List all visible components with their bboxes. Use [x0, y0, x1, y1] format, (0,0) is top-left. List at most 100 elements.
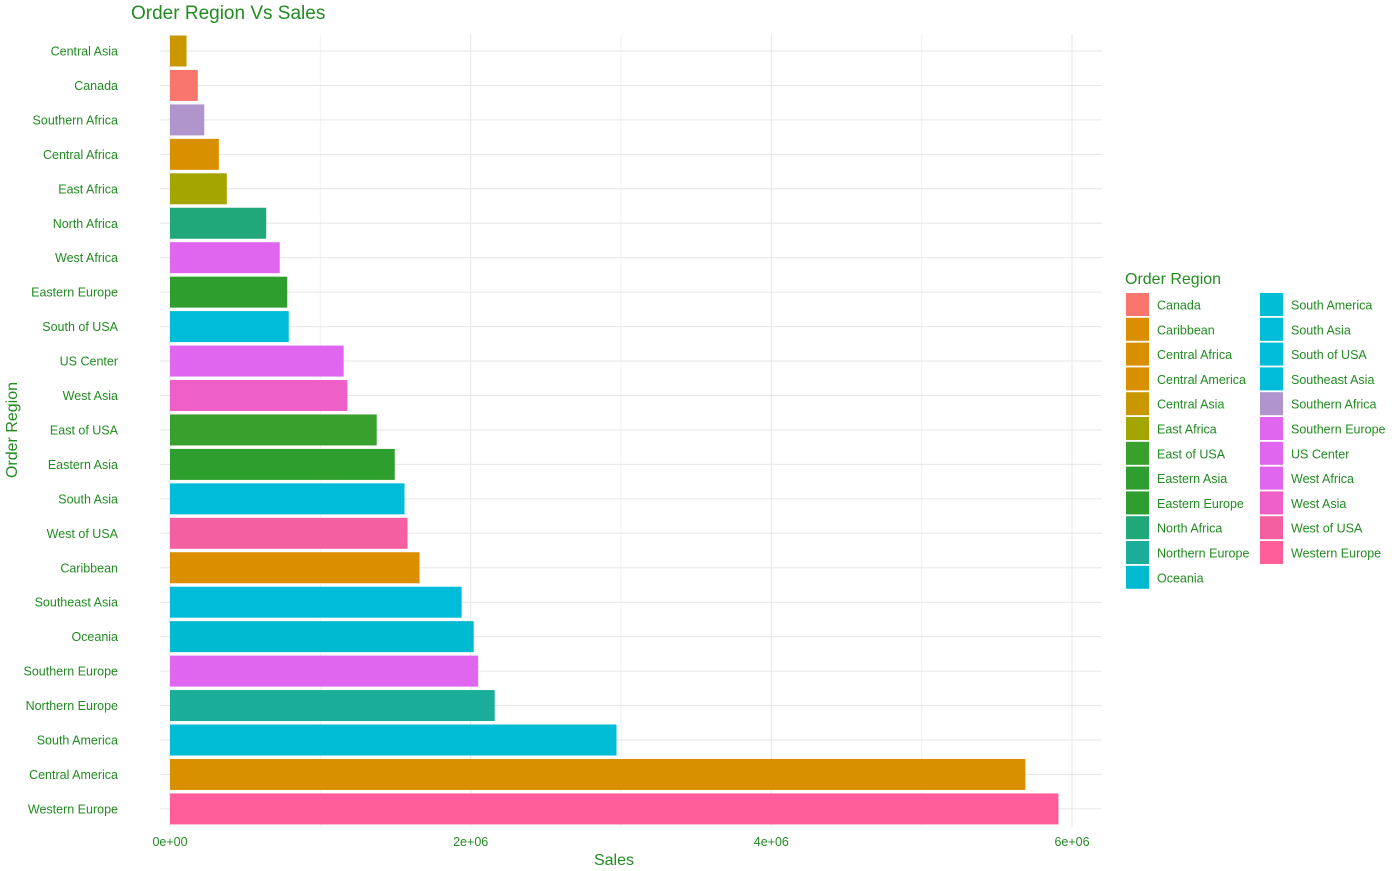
legend-label: Western Europe [1291, 547, 1381, 561]
y-tick-label: Central America [29, 768, 118, 782]
legend-swatch [1260, 342, 1283, 366]
legend-swatch [1126, 417, 1149, 440]
y-tick-label: Southern Europe [23, 665, 118, 679]
x-tick-labels: 0e+00 2e+06 4e+06 6e+06 [152, 835, 1089, 849]
legend-label: West Asia [1291, 497, 1346, 511]
legend-label: North Africa [1157, 522, 1222, 536]
legend-swatch [1126, 466, 1149, 490]
legend-label: Northern Europe [1157, 547, 1249, 561]
bar [170, 207, 267, 239]
legend-swatch [1260, 466, 1283, 490]
legend-label: Central America [1157, 373, 1246, 387]
legend-label: Eastern Asia [1157, 472, 1227, 486]
y-tick-label: Eastern Asia [48, 458, 118, 472]
legend-swatch [1126, 317, 1149, 341]
legend-swatch [1126, 342, 1149, 366]
bars [170, 35, 1059, 825]
bar [170, 690, 495, 722]
y-tick-label: East of USA [50, 423, 119, 437]
legend-swatch [1260, 417, 1283, 440]
legend-label: West of USA [1291, 522, 1363, 536]
legend-swatch [1260, 293, 1283, 316]
y-tick-label: Western Europe [28, 802, 118, 816]
bar [170, 448, 395, 480]
y-tick-label: US Center [60, 355, 118, 369]
legend-swatch [1126, 441, 1149, 465]
bar [170, 793, 1059, 825]
legend-swatch [1260, 367, 1283, 391]
y-tick-label: South of USA [42, 320, 118, 334]
x-axis-label: Sales [594, 852, 634, 869]
y-tick-label: Southern Africa [33, 113, 119, 127]
legend-label: South Asia [1291, 323, 1351, 337]
legend-swatch [1260, 392, 1283, 416]
legend-swatch [1260, 516, 1283, 540]
bar [170, 35, 187, 67]
y-tick-label: Eastern Europe [31, 286, 118, 300]
legend-swatch [1260, 317, 1283, 341]
legend-title: Order Region [1125, 271, 1221, 288]
bar [170, 414, 377, 446]
legend-label: Central Asia [1157, 398, 1224, 412]
legend-label: Canada [1157, 299, 1201, 313]
x-tick-label: 2e+06 [453, 835, 488, 849]
y-tick-label: Central Africa [43, 148, 118, 162]
y-tick-label: Southeast Asia [35, 596, 118, 610]
legend-label: Caribbean [1157, 323, 1215, 337]
legend-label: Central Africa [1157, 348, 1232, 362]
legend-label: US Center [1291, 447, 1349, 461]
bar [170, 69, 198, 101]
legend-swatch [1126, 516, 1149, 540]
y-tick-label: South America [37, 734, 118, 748]
bar [170, 104, 205, 136]
bar [170, 621, 474, 653]
x-tick-label: 0e+00 [152, 835, 187, 849]
y-tick-label: Caribbean [60, 561, 118, 575]
bar [170, 724, 617, 756]
legend-label: South America [1291, 299, 1372, 313]
bar [170, 517, 408, 549]
legend-label: East of USA [1157, 447, 1226, 461]
legend-label: West Africa [1291, 472, 1354, 486]
legend-label: Southeast Asia [1291, 373, 1374, 387]
y-tick-label: West Africa [55, 251, 118, 265]
bar [170, 311, 289, 343]
bar [170, 483, 405, 515]
bar [170, 345, 344, 377]
y-tick-label: West of USA [47, 527, 119, 541]
legend-swatch [1126, 367, 1149, 391]
bar [170, 758, 1026, 790]
bar [170, 380, 348, 411]
y-tick-label: Central Asia [51, 45, 118, 59]
chart-title: Order Region Vs Sales [131, 3, 325, 24]
y-tick-label: Canada [74, 79, 118, 93]
legend-label: East Africa [1157, 423, 1217, 437]
y-tick-label: West Asia [63, 389, 118, 403]
bar [170, 242, 280, 274]
legend-label: South of USA [1291, 348, 1367, 362]
y-tick-label: North Africa [53, 217, 118, 231]
bar [170, 173, 227, 205]
bar [170, 276, 288, 308]
legend-swatch [1126, 293, 1149, 316]
x-tick-label: 6e+06 [1054, 835, 1089, 849]
legend-swatch [1126, 565, 1149, 589]
legend: Order Region Canada Caribbean Central Afri… [1125, 271, 1386, 589]
legend-label: Southern Africa [1291, 398, 1377, 412]
bar [170, 655, 479, 687]
legend-swatch [1126, 541, 1149, 564]
y-tick-label: Oceania [71, 630, 118, 644]
bar [170, 586, 462, 618]
legend-swatch [1126, 392, 1149, 416]
y-tick-label: Northern Europe [26, 699, 118, 713]
y-tick-labels: Central Asia Canada Southern Africa Central… [23, 45, 118, 817]
x-tick-label: 4e+06 [754, 835, 789, 849]
legend-swatch [1260, 491, 1283, 515]
y-tick-label: South Asia [58, 492, 118, 506]
bar [170, 552, 420, 584]
legend-swatch [1126, 491, 1149, 515]
y-tick-label: East Africa [58, 182, 118, 196]
legend-swatch [1260, 541, 1283, 564]
legend-label: Eastern Europe [1157, 497, 1244, 511]
